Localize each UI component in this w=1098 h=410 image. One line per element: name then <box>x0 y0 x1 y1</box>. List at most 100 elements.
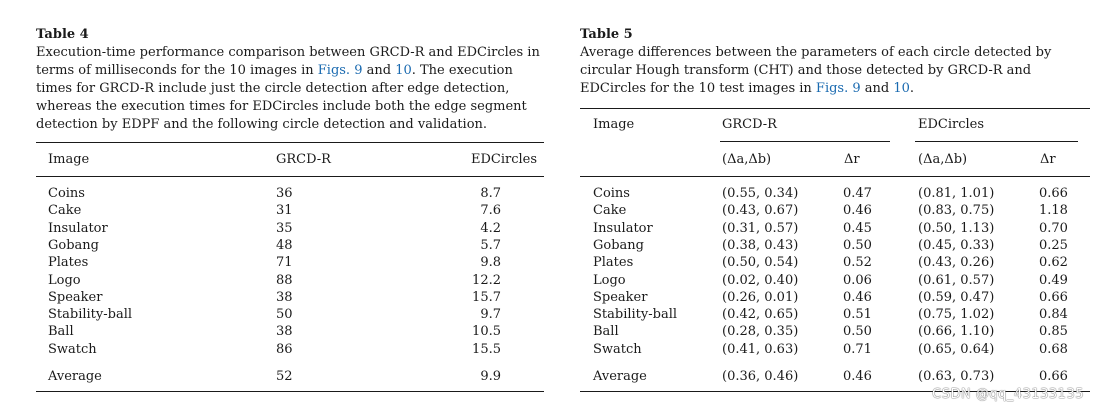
row-grcd-r-time: 31 <box>276 203 293 219</box>
watermark: CSDN @qq_43133135 <box>932 387 1084 402</box>
row-image-name: Gobang <box>593 237 644 253</box>
average-grcd-r: 52 <box>276 369 293 384</box>
subheader-edcircles-delta-r: Δr <box>1040 152 1056 167</box>
average-label: Average <box>48 369 102 384</box>
row-edcircles-delta-r: 0.68 <box>1039 341 1068 357</box>
row-grcd-r-delta-ab: (0.31, 0.57) <box>722 220 799 236</box>
row-edcircles-delta-ab: (0.43, 0.26) <box>918 255 995 271</box>
row-image-name: Ball <box>48 324 74 340</box>
table-5-number: Table 5 <box>580 27 633 42</box>
row-grcd-r-delta-ab: (0.55, 0.34) <box>722 186 799 201</box>
table-5: Table 5 Average differences between the … <box>580 26 1090 98</box>
row-edcircles-time: 8.7 <box>480 186 501 201</box>
average-grcd-r-delta-ab: (0.36, 0.46) <box>722 369 799 384</box>
row-grcd-r-time: 38 <box>276 289 293 305</box>
row-grcd-r-time: 35 <box>276 220 293 236</box>
row-edcircles-delta-r: 0.70 <box>1039 220 1068 236</box>
figure-9-link[interactable]: Figs. 9 <box>317 63 363 78</box>
table-4-number: Table 4 <box>36 27 89 42</box>
row-image-name: Cake <box>593 203 627 219</box>
row-image-name: Logo <box>48 272 81 288</box>
row-edcircles-time: 5.7 <box>480 237 501 253</box>
row-image-name: Ball <box>593 324 619 340</box>
row-edcircles-delta-r: 0.85 <box>1039 324 1068 340</box>
row-edcircles-time: 10.5 <box>472 324 501 340</box>
row-edcircles-time: 15.7 <box>472 289 501 305</box>
row-edcircles-delta-ab: (0.81, 1.01) <box>918 186 995 201</box>
column-group-edcircles: EDCircles <box>918 117 985 132</box>
figure-10-link[interactable]: 10 <box>395 63 412 78</box>
average-grcd-r-delta-r: 0.46 <box>843 369 872 384</box>
average-edcircles-delta-r: 0.66 <box>1039 369 1068 384</box>
row-image-name: Plates <box>48 255 89 271</box>
row-edcircles-delta-ab: (0.66, 1.10) <box>918 324 995 340</box>
row-edcircles-delta-ab: (0.75, 1.02) <box>918 307 995 323</box>
table-rule <box>720 141 890 142</box>
row-image-name: Swatch <box>593 341 642 357</box>
column-header-grcd-r: GRCD-R <box>276 152 331 167</box>
table-rule <box>36 391 544 392</box>
row-image-name: Coins <box>48 186 85 201</box>
column-header-image: Image <box>593 117 635 132</box>
row-grcd-r-time: 88 <box>276 272 293 288</box>
row-image-name: Gobang <box>48 237 99 253</box>
row-grcd-r-delta-ab: (0.41, 0.63) <box>722 341 799 357</box>
row-edcircles-delta-ab: (0.59, 0.47) <box>918 289 995 305</box>
row-edcircles-delta-ab: (0.65, 0.64) <box>918 341 995 357</box>
row-grcd-r-delta-ab: (0.26, 0.01) <box>722 289 799 305</box>
row-image-name: Plates <box>593 255 634 271</box>
row-grcd-r-delta-r: 0.50 <box>843 324 872 340</box>
row-edcircles-time: 15.5 <box>472 341 501 357</box>
row-grcd-r-delta-r: 0.50 <box>843 237 872 253</box>
row-grcd-r-delta-r: 0.46 <box>843 289 872 305</box>
column-group-grcd-r: GRCD-R <box>722 117 777 132</box>
row-grcd-r-delta-r: 0.06 <box>843 272 872 288</box>
row-image-name: Coins <box>593 186 630 201</box>
row-grcd-r-time: 50 <box>276 307 293 323</box>
row-edcircles-delta-ab: (0.61, 0.57) <box>918 272 995 288</box>
subheader-grcd-r-delta-ab: (Δa,Δb) <box>722 152 772 167</box>
row-grcd-r-delta-ab: (0.02, 0.40) <box>722 272 799 288</box>
average-label: Average <box>593 369 647 384</box>
table-4: Table 4 Execution-time performance compa… <box>36 26 546 134</box>
row-grcd-r-delta-ab: (0.38, 0.43) <box>722 237 799 253</box>
row-image-name: Stability-ball <box>48 307 133 323</box>
row-image-name: Logo <box>593 272 626 288</box>
row-image-name: Swatch <box>48 341 97 357</box>
row-edcircles-time: 4.2 <box>480 220 501 236</box>
figure-9-link[interactable]: Figs. 9 <box>815 81 861 96</box>
table-rule <box>915 141 1078 142</box>
row-grcd-r-delta-r: 0.71 <box>843 341 872 357</box>
row-grcd-r-time: 71 <box>276 255 293 271</box>
row-grcd-r-time: 36 <box>276 186 293 201</box>
row-image-name: Cake <box>48 203 82 219</box>
row-edcircles-delta-ab: (0.45, 0.33) <box>918 237 995 253</box>
row-grcd-r-time: 38 <box>276 324 293 340</box>
row-grcd-r-time: 48 <box>276 237 293 253</box>
row-edcircles-time: 7.6 <box>480 203 501 219</box>
table-rule <box>36 142 544 143</box>
row-grcd-r-delta-r: 0.46 <box>843 203 872 219</box>
table-rule <box>580 176 1090 177</box>
table-rule <box>580 108 1090 109</box>
row-edcircles-delta-ab: (0.50, 1.13) <box>918 220 995 236</box>
subheader-edcircles-delta-ab: (Δa,Δb) <box>918 152 968 167</box>
row-edcircles-delta-r: 0.49 <box>1039 272 1068 288</box>
row-image-name: Insulator <box>48 220 108 236</box>
subheader-grcd-r-delta-r: Δr <box>844 152 860 167</box>
row-edcircles-delta-r: 1.18 <box>1039 203 1068 219</box>
row-grcd-r-delta-ab: (0.50, 0.54) <box>722 255 799 271</box>
row-grcd-r-time: 86 <box>276 341 293 357</box>
figure-10-link[interactable]: 10 <box>893 81 910 96</box>
row-grcd-r-delta-ab: (0.43, 0.67) <box>722 203 799 219</box>
average-edcircles-delta-ab: (0.63, 0.73) <box>918 369 995 384</box>
row-grcd-r-delta-r: 0.52 <box>843 255 872 271</box>
column-header-edcircles: EDCircles <box>471 152 538 167</box>
row-image-name: Speaker <box>593 289 648 305</box>
row-edcircles-time: 9.7 <box>480 307 501 323</box>
column-header-image: Image <box>48 152 90 167</box>
row-edcircles-delta-r: 0.66 <box>1039 186 1068 201</box>
row-edcircles-time: 9.8 <box>480 255 501 271</box>
row-image-name: Insulator <box>593 220 653 236</box>
row-edcircles-delta-ab: (0.83, 0.75) <box>918 203 995 219</box>
